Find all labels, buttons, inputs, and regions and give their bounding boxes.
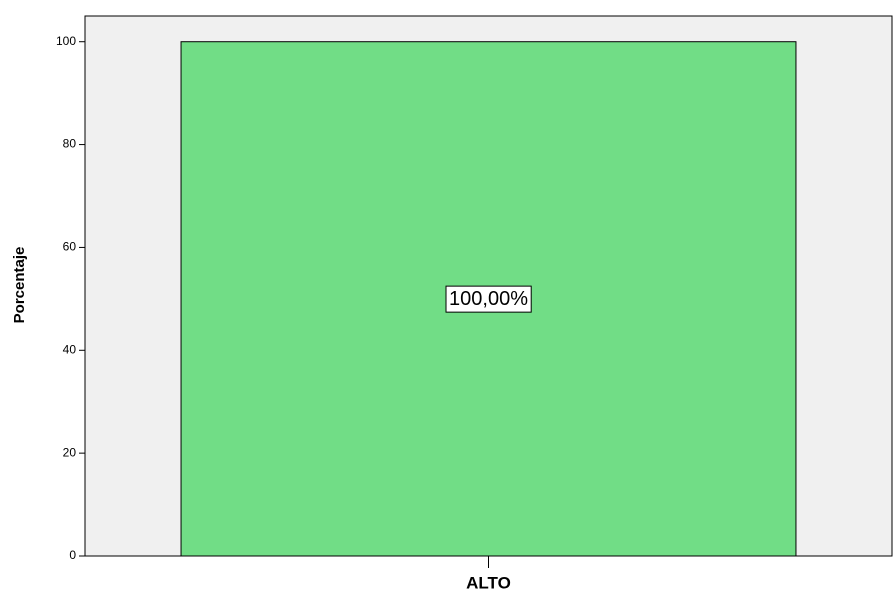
y-tick-label: 100 [56,34,76,48]
y-tick-label: 0 [69,548,76,562]
y-tick-label: 80 [63,137,77,151]
y-axis-label: Porcentaje [11,247,28,324]
data-label: 100,00% [449,288,528,310]
data-label-box [445,285,532,313]
y-tick-label: 60 [63,240,77,254]
x-tick-label: ALTO [466,573,511,592]
y-tick-label: 40 [63,342,77,356]
y-tick-label: 20 [63,445,77,459]
